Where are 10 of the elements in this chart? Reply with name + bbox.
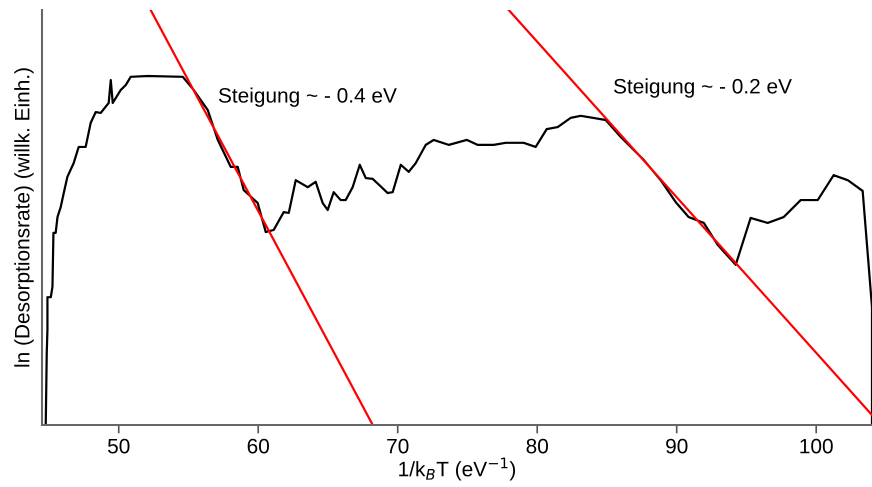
annotation: Steigung ~ - 0.4 eV bbox=[218, 87, 397, 107]
x-tick-label: 100 bbox=[800, 438, 833, 454]
x-tick-label: 80 bbox=[526, 438, 548, 454]
x-axis-title: 1/k$_{B}$T (eV$^{−1}$) bbox=[399, 458, 516, 481]
y-axis-title: ln (Desorptionsrate) (willk. Einh.) bbox=[14, 68, 34, 367]
annotation: Steigung ~ - 0.2 eV bbox=[614, 78, 792, 98]
x-tick-label: 70 bbox=[387, 438, 408, 454]
x-tick-label: 60 bbox=[248, 438, 269, 454]
x-tick-label: 50 bbox=[108, 438, 130, 454]
x-tick-label: 90 bbox=[666, 438, 688, 454]
